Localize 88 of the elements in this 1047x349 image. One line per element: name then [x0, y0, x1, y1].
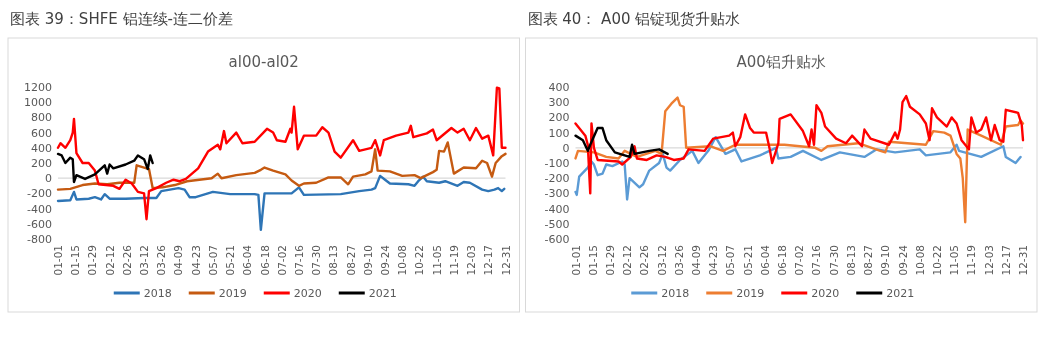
x-tick-label: 12-17: [482, 245, 495, 276]
y-tick-label: -800: [27, 233, 52, 246]
x-tick-label: 03-12: [138, 245, 151, 276]
y-tick-label: 0: [562, 141, 570, 155]
y-tick-label: 400: [548, 81, 570, 94]
chart-subtitle: al00-al02: [228, 53, 299, 71]
legend-label: 2020: [293, 287, 322, 300]
x-tick-label: 03-12: [655, 245, 668, 276]
legend-label: 2019: [736, 287, 765, 300]
x-tick-label: 04-23: [707, 245, 720, 276]
chart-title: 图表 39：SHFE 铝连续-连二价差: [10, 10, 233, 28]
legend-label: 2018: [661, 287, 690, 300]
x-tick-label: 07-30: [827, 245, 840, 276]
x-tick-label: 07-02: [793, 245, 806, 276]
x-tick-label: 08-13: [327, 245, 340, 276]
y-tick-label: 0: [45, 172, 52, 186]
x-tick-label: 12-31: [1017, 245, 1029, 276]
x-tick-label: 02-12: [103, 245, 116, 276]
x-tick-label: 06-04: [758, 244, 771, 276]
x-tick-label: 03-26: [672, 244, 685, 276]
x-tick-label: 05-07: [206, 245, 219, 276]
x-tick-label: 10-22: [930, 245, 943, 276]
x-tick-label: 10-22: [413, 245, 426, 276]
chart-title: 图表 40： A00 铝锭现货升贴水: [527, 10, 741, 28]
x-tick-label: 06-18: [776, 245, 789, 276]
x-tick-label: 01-15: [586, 245, 599, 276]
x-tick-label: 11-19: [447, 245, 460, 276]
x-tick-label: 09-24: [379, 244, 392, 276]
y-tick-label: 300: [548, 96, 570, 110]
x-tick-label: 01-01: [52, 245, 64, 276]
x-tick-label: 07-16: [810, 244, 823, 276]
x-tick-label: 03-26: [155, 244, 168, 276]
x-tick-label: 04-09: [689, 245, 702, 276]
x-tick-label: 08-13: [844, 245, 857, 276]
x-tick-label: 12-31: [499, 245, 512, 276]
x-tick-label: 09-10: [361, 245, 374, 276]
x-tick-label: 06-18: [258, 245, 271, 276]
y-tick-label: -100: [544, 157, 570, 170]
y-tick-label: 1200: [24, 81, 52, 94]
y-tick-label: 100: [548, 126, 570, 140]
x-tick-label: 04-09: [172, 245, 185, 276]
x-tick-label: 08-27: [862, 245, 875, 276]
legend-label: 2021: [368, 287, 397, 300]
y-tick-label: -200: [544, 172, 570, 186]
x-tick-label: 09-24: [896, 244, 909, 276]
x-tick-label: 02-12: [621, 245, 634, 276]
y-tick-label: -600: [27, 217, 52, 231]
y-tick-label: 1000: [24, 96, 52, 110]
y-tick-label: 600: [31, 126, 52, 140]
legend-label: 2019: [218, 287, 247, 300]
x-tick-label: 12-17: [999, 245, 1012, 276]
x-tick-label: 01-29: [86, 245, 99, 276]
x-tick-label: 11-05: [948, 245, 961, 276]
x-tick-label: 04-23: [189, 245, 202, 276]
y-tick-label: 400: [31, 141, 52, 155]
x-tick-label: 10-08: [396, 245, 409, 276]
x-tick-label: 08-27: [344, 245, 357, 276]
legend-label: 2020: [811, 287, 840, 300]
y-tick-label: -400: [544, 202, 570, 216]
legend-label: 2018: [143, 287, 172, 300]
x-tick-label: 07-30: [310, 245, 323, 276]
x-tick-label: 01-15: [69, 245, 82, 276]
x-tick-label: 05-21: [224, 245, 237, 276]
y-tick-label: 200: [548, 111, 570, 125]
y-tick-label: -400: [27, 202, 52, 216]
y-tick-label: -300: [544, 187, 570, 201]
x-tick-label: 12-03: [982, 245, 995, 276]
x-tick-label: 05-07: [724, 245, 737, 276]
x-tick-label: 09-10: [879, 245, 892, 276]
x-tick-label: 01-01: [569, 245, 582, 276]
chart-subtitle: A00铝升贴水: [736, 53, 826, 71]
x-tick-label: 07-16: [292, 244, 305, 276]
x-tick-label: 10-08: [913, 245, 926, 276]
x-tick-label: 01-29: [603, 245, 616, 276]
y-tick-label: 200: [31, 157, 52, 170]
x-tick-label: 06-04: [241, 244, 254, 276]
y-tick-label: -500: [544, 217, 570, 231]
y-tick-label: -200: [27, 187, 52, 201]
legend-label: 2021: [886, 287, 915, 300]
x-tick-label: 11-19: [965, 245, 978, 276]
y-tick-label: -600: [544, 233, 570, 246]
x-tick-label: 11-05: [430, 245, 443, 276]
x-tick-label: 07-02: [275, 245, 288, 276]
y-tick-label: 800: [31, 111, 52, 125]
x-tick-label: 02-26: [120, 244, 133, 276]
x-tick-label: 05-21: [741, 245, 754, 276]
x-tick-label: 02-26: [638, 244, 651, 276]
x-tick-label: 12-03: [465, 245, 478, 276]
